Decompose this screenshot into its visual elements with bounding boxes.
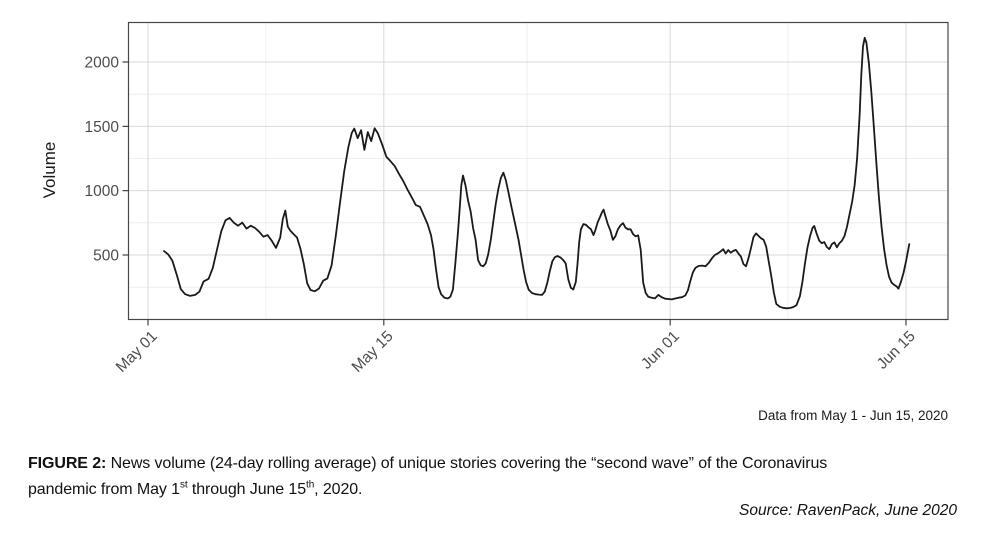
x-tick-label: May 15 xyxy=(349,328,397,376)
x-tick-label: Jun 15 xyxy=(874,328,919,373)
x-tick-label: Jun 01 xyxy=(638,328,683,373)
y-tick-label: 1000 xyxy=(85,183,120,200)
figure-caption: FIGURE 2: News volume (24-day rolling av… xyxy=(28,455,828,498)
panel-background xyxy=(128,22,948,320)
y-axis-title: Volume xyxy=(40,142,59,199)
chart-note: Data from May 1 - Jun 15, 2020 xyxy=(758,408,948,423)
y-tick-label: 1500 xyxy=(85,119,120,136)
y-tick-label: 2000 xyxy=(85,55,120,72)
x-tick-label: May 01 xyxy=(113,328,161,376)
y-tick-label: 500 xyxy=(93,248,119,265)
volume-line-chart: 500 1000 1500 2000 May 01 May 15 Jun 01 Jun 15 V… xyxy=(40,21,949,423)
series-line xyxy=(163,36,911,310)
source-credit: Source: RavenPack, June 2020 xyxy=(739,502,957,519)
chart-canvas: 500 1000 1500 2000 May 01 May 15 Jun 01 Jun 15 V… xyxy=(40,21,949,423)
panel-border xyxy=(127,21,949,321)
